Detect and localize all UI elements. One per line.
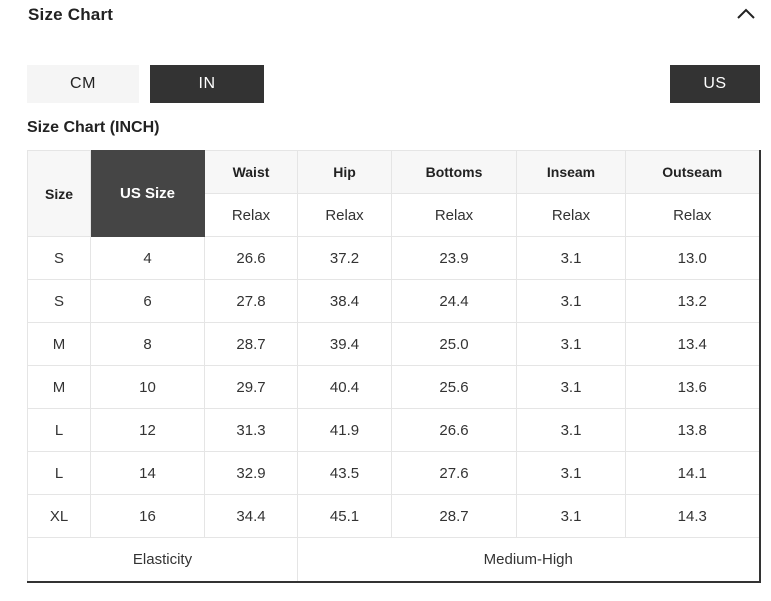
bottoms-cell: 26.6 [391, 408, 517, 452]
waist-cell: 32.9 [204, 451, 298, 495]
outseam-cell: 13.2 [625, 279, 760, 323]
region-us-button[interactable]: US [670, 65, 760, 103]
bottoms-cell: 25.0 [391, 322, 517, 366]
table-row: S 6 27.8 38.4 24.4 3.1 13.2 [27, 279, 760, 323]
hip-cell: 37.2 [297, 236, 392, 280]
col-header-hip: Hip [297, 150, 392, 194]
inseam-cell: 3.1 [516, 365, 626, 409]
unit-cm-button[interactable]: CM [27, 65, 139, 103]
col-header-bottoms: Bottoms [391, 150, 517, 194]
elasticity-value: Medium-High [297, 537, 760, 583]
inseam-cell: 3.1 [516, 236, 626, 280]
inseam-cell: 3.1 [516, 494, 626, 538]
hip-cell: 38.4 [297, 279, 392, 323]
collapse-section-button[interactable] [734, 5, 758, 23]
waist-cell: 34.4 [204, 494, 298, 538]
table-row: XL 16 34.4 45.1 28.7 3.1 14.3 [27, 494, 760, 538]
outseam-cell: 13.8 [625, 408, 760, 452]
inseam-cell: 3.1 [516, 451, 626, 495]
size-chart-header: Size Chart [0, 0, 771, 28]
size-table: Size US Size Waist Hip Bottoms Inseam Ou… [27, 150, 761, 583]
chevron-up-icon [736, 8, 756, 24]
us-size-cell: 16 [90, 494, 205, 538]
outseam-cell: 14.1 [625, 451, 760, 495]
bottoms-cell: 25.6 [391, 365, 517, 409]
outseam-cell: 13.0 [625, 236, 760, 280]
hip-cell: 40.4 [297, 365, 392, 409]
col-header-us-size: US Size [90, 150, 205, 237]
table-row: M 10 29.7 40.4 25.6 3.1 13.6 [27, 365, 760, 409]
hip-cell: 41.9 [297, 408, 392, 452]
table-header-row: Size US Size Waist Hip Bottoms Inseam Ou… [27, 150, 760, 237]
outseam-cell: 14.3 [625, 494, 760, 538]
us-size-cell: 6 [90, 279, 205, 323]
col-header-outseam: Outseam [625, 150, 760, 194]
hip-cell: 39.4 [297, 322, 392, 366]
size-cell: M [27, 365, 91, 409]
waist-cell: 31.3 [204, 408, 298, 452]
table-title: Size Chart (INCH) [27, 119, 160, 136]
col-header-size: Size [27, 150, 91, 237]
bottoms-cell: 23.9 [391, 236, 517, 280]
waist-cell: 28.7 [204, 322, 298, 366]
col-header-waist: Waist [204, 150, 298, 194]
hip-cell: 43.5 [297, 451, 392, 495]
unit-in-button[interactable]: IN [150, 65, 264, 103]
table-row: S 4 26.6 37.2 23.9 3.1 13.0 [27, 236, 760, 280]
waist-cell: 29.7 [204, 365, 298, 409]
bottoms-cell: 27.6 [391, 451, 517, 495]
outseam-cell: 13.4 [625, 322, 760, 366]
fit-cell-inseam: Relax [516, 193, 626, 237]
us-size-cell: 10 [90, 365, 205, 409]
fit-cell-waist: Relax [204, 193, 298, 237]
unit-toggle-row: CM IN US [27, 65, 760, 103]
inseam-cell: 3.1 [516, 279, 626, 323]
fit-cell-bottoms: Relax [391, 193, 517, 237]
size-cell: S [27, 279, 91, 323]
elasticity-row: Elasticity Medium-High [27, 537, 760, 583]
fit-cell-hip: Relax [297, 193, 392, 237]
elasticity-label: Elasticity [27, 537, 298, 583]
table-row: M 8 28.7 39.4 25.0 3.1 13.4 [27, 322, 760, 366]
us-size-cell: 8 [90, 322, 205, 366]
size-cell: XL [27, 494, 91, 538]
us-size-cell: 4 [90, 236, 205, 280]
size-cell: L [27, 451, 91, 495]
inseam-cell: 3.1 [516, 322, 626, 366]
size-cell: L [27, 408, 91, 452]
waist-cell: 27.8 [204, 279, 298, 323]
size-cell: S [27, 236, 91, 280]
page-title: Size Chart [28, 5, 114, 24]
outseam-cell: 13.6 [625, 365, 760, 409]
bottoms-cell: 24.4 [391, 279, 517, 323]
us-size-cell: 14 [90, 451, 205, 495]
fit-type-row: Relax Relax Relax Relax Relax [28, 193, 760, 237]
hip-cell: 45.1 [297, 494, 392, 538]
bottoms-cell: 28.7 [391, 494, 517, 538]
inseam-cell: 3.1 [516, 408, 626, 452]
waist-cell: 26.6 [204, 236, 298, 280]
table-row: L 14 32.9 43.5 27.6 3.1 14.1 [27, 451, 760, 495]
table-row: L 12 31.3 41.9 26.6 3.1 13.8 [27, 408, 760, 452]
fit-cell-outseam: Relax [625, 193, 760, 237]
col-header-inseam: Inseam [516, 150, 626, 194]
size-cell: M [27, 322, 91, 366]
us-size-cell: 12 [90, 408, 205, 452]
